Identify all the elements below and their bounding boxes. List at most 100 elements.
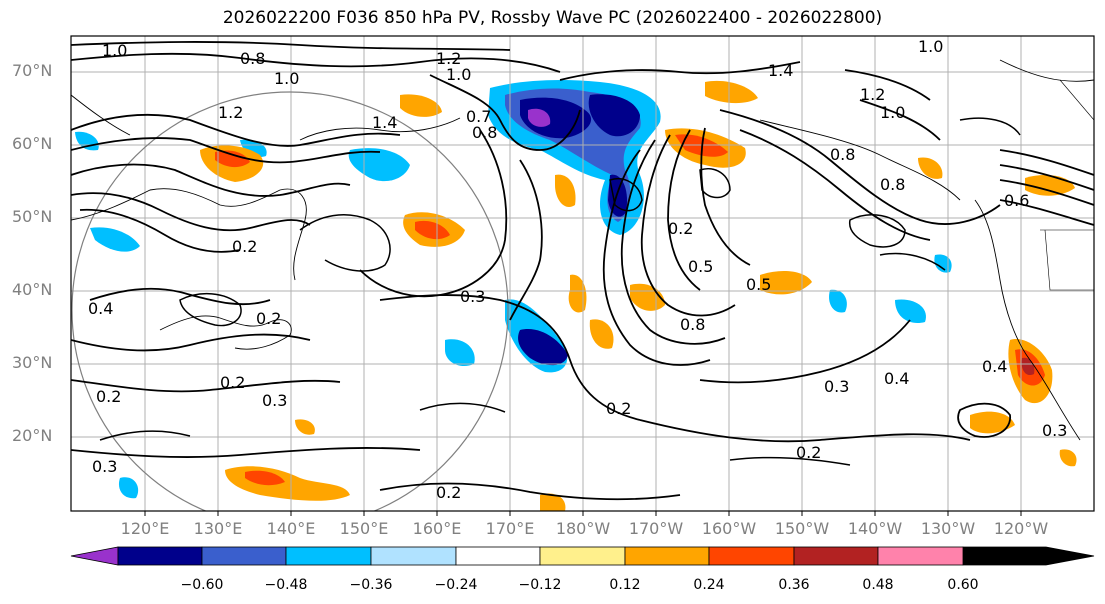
negative-anomaly-blob [118, 477, 139, 499]
positive-anomaly-blob [225, 466, 350, 501]
contour-label: 0.2 [96, 387, 121, 406]
contour-label: 0.2 [796, 443, 821, 462]
map-area: 1.0 0.8 1.0 1.2 1.0 1.2 1.4 0.7 0.8 1.4 … [71, 36, 1094, 511]
positive-anomaly-blob [1059, 449, 1077, 467]
contour-label: 0.4 [982, 357, 1007, 376]
colorbar-segment [793, 546, 879, 566]
lon-label: 120°W [993, 519, 1049, 538]
lon-ticks [144, 511, 1022, 516]
contour-label: 1.0 [880, 103, 905, 122]
contour-label: 0.8 [830, 145, 855, 164]
positive-anomaly-blob [540, 493, 566, 511]
negative-anomaly-blob [895, 299, 926, 324]
lon-label: 180°W [555, 519, 611, 538]
contour-label: 0.3 [92, 457, 117, 476]
contour-label: 1.0 [446, 65, 471, 84]
colorbar-tick-label: 0.12 [609, 577, 641, 593]
colorbar-tick-label: −0.48 [264, 577, 308, 593]
contour-label: 0.8 [240, 49, 265, 68]
pv-contours [71, 41, 1094, 501]
contour-label: 1.2 [860, 85, 885, 104]
positive-anomaly-blob [589, 319, 614, 349]
contour-label: 0.3 [824, 377, 849, 396]
contour-label: 0.4 [884, 369, 909, 388]
plot-title: 2026022200 F036 850 hPa PV, Rossby Wave … [222, 8, 883, 28]
positive-anomaly-blob [705, 80, 758, 104]
colorbar-tick-label: 0.24 [693, 577, 725, 593]
contour-label: 1.0 [102, 41, 127, 60]
lat-label: 70°N [12, 61, 53, 80]
lon-label: 150°W [774, 519, 830, 538]
contour-label: 1.4 [768, 61, 793, 80]
contour-label: 0.2 [436, 483, 461, 502]
colorbar-segment [455, 546, 541, 566]
negative-anomaly-blob [934, 254, 952, 273]
positive-anomaly-blob [760, 270, 812, 295]
contour-label: 1.4 [372, 113, 397, 132]
colorbar-tick-label: 0.36 [778, 577, 810, 593]
contour-label: 0.3 [460, 287, 485, 306]
colorbar-tick-label: −0.36 [349, 577, 393, 593]
contour-label: 0.3 [262, 391, 287, 410]
contour-label: 0.2 [668, 219, 693, 238]
colorbar-segment [624, 546, 710, 566]
lon-label: 130°E [193, 519, 243, 538]
political-borders [1040, 79, 1094, 291]
lat-label: 60°N [12, 134, 53, 153]
colorbar-tick-label: −0.12 [518, 577, 562, 593]
positive-anomaly-blob [295, 419, 315, 435]
negative-anomaly-blob [240, 139, 267, 158]
contour-label: 0.2 [606, 399, 631, 418]
lon-label: 120°E [120, 519, 170, 538]
colorbar-tick-label: −0.60 [180, 577, 224, 593]
contour-labels: 1.0 0.8 1.0 1.2 1.0 1.2 1.4 0.7 0.8 1.4 … [88, 37, 1067, 502]
positive-anomaly-blob [555, 174, 576, 208]
colorbar-extend-left [70, 546, 119, 566]
positive-anomaly-blob [918, 157, 943, 179]
lat-label: 50°N [12, 207, 53, 226]
colorbar-segment [539, 546, 626, 566]
lat-label: 20°N [12, 426, 53, 445]
positive-anomaly-blob [568, 274, 587, 313]
negative-anomaly-blob [588, 94, 640, 137]
colorbar-segment [708, 546, 795, 566]
contour-label: 0.2 [256, 309, 281, 328]
colorbar [70, 546, 1095, 566]
lat-label: 40°N [12, 280, 53, 299]
lon-label: 170°W [628, 519, 684, 538]
contour-label: 1.2 [218, 103, 243, 122]
lon-label: 140°E [266, 519, 316, 538]
lon-label: 130°W [920, 519, 976, 538]
contour-label: 0.5 [688, 257, 713, 276]
lon-label: 160°W [701, 519, 757, 538]
contour-label: 0.6 [1004, 191, 1029, 210]
contour-label: 0.5 [746, 275, 771, 294]
lat-label: 30°N [12, 353, 53, 372]
lon-label: 170°E [485, 519, 535, 538]
coastlines [71, 59, 1094, 441]
colorbar-segment [370, 546, 457, 566]
contour-label: 1.0 [274, 69, 299, 88]
gridlines [71, 36, 1094, 511]
positive-anomaly-blob [245, 470, 285, 486]
lon-label: 140°W [847, 519, 903, 538]
contour-label: 0.3 [1042, 421, 1067, 440]
negative-anomaly-blob [528, 108, 551, 127]
contour-label: 0.7 [466, 107, 491, 126]
negative-anomaly-blob [445, 339, 475, 367]
lon-label: 160°E [412, 519, 462, 538]
lon-label: 150°E [339, 519, 389, 538]
contour-label: 0.4 [88, 299, 113, 318]
positive-anomaly-blob [415, 220, 450, 240]
contour-label: 0.8 [880, 175, 905, 194]
colorbar-segment [117, 546, 203, 566]
contour-label: 0.8 [472, 123, 497, 142]
pv-contours-secondary [99, 117, 1021, 466]
positive-anomaly-blob [400, 94, 442, 117]
positive-anomaly-blob [970, 411, 1015, 434]
colorbar-segment [201, 546, 287, 566]
negative-anomaly-blob [518, 329, 568, 366]
colorbar-tick-label: 0.60 [947, 577, 979, 593]
negative-anomaly-blob [829, 289, 847, 313]
